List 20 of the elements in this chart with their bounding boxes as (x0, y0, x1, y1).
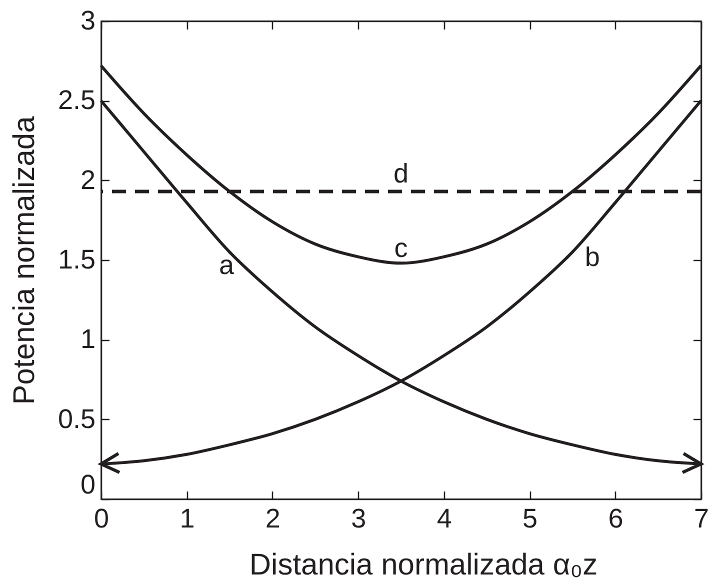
y-tick-label: 2 (80, 164, 96, 195)
x-axis-title: Distancia normalizada α₀z (249, 548, 598, 579)
y-tick-label: 0 (80, 470, 96, 500)
x-tick-label: 5 (522, 504, 538, 534)
x-tick-label: 4 (436, 504, 452, 534)
y-tick-label: 0.5 (58, 404, 96, 434)
y-tick-label: 2.5 (58, 85, 96, 116)
x-tick-label: 6 (608, 504, 624, 534)
x-tick-label: 1 (180, 504, 195, 534)
y-tick-label: 3 (80, 6, 96, 36)
y-axis-title: Potencia normalizada (8, 116, 41, 405)
x-tick-label: 2 (265, 504, 280, 534)
x-tick-label: 3 (351, 504, 366, 534)
series-label: c (394, 233, 408, 264)
series-label: b (584, 242, 600, 272)
ref-line-label: d (393, 158, 409, 188)
series-label: a (219, 250, 236, 280)
y-tick-label: 1.5 (58, 244, 96, 274)
y-tick-label: 1 (80, 324, 96, 354)
x-tick-label: 7 (694, 504, 710, 534)
